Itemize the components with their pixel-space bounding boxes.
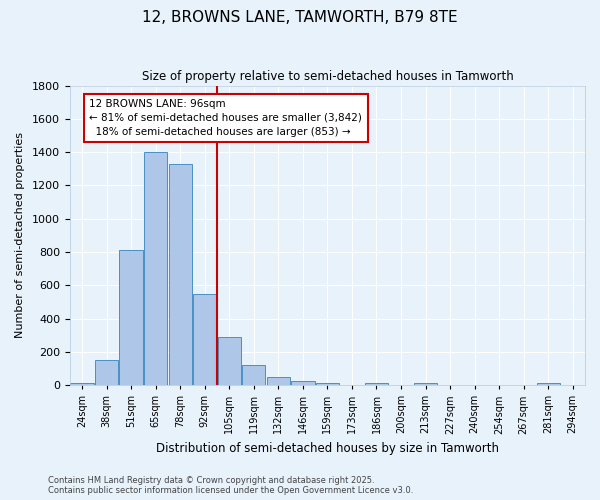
Bar bbox=[193, 294, 217, 385]
Bar bbox=[70, 384, 94, 385]
Bar bbox=[316, 382, 339, 385]
Bar bbox=[95, 360, 118, 385]
Bar bbox=[119, 250, 143, 385]
Text: 12 BROWNS LANE: 96sqm
← 81% of semi-detached houses are smaller (3,842)
  18% of: 12 BROWNS LANE: 96sqm ← 81% of semi-deta… bbox=[89, 99, 362, 137]
Text: Contains HM Land Registry data © Crown copyright and database right 2025.
Contai: Contains HM Land Registry data © Crown c… bbox=[48, 476, 413, 495]
Bar bbox=[144, 152, 167, 385]
Bar bbox=[365, 384, 388, 385]
Bar bbox=[242, 365, 265, 385]
X-axis label: Distribution of semi-detached houses by size in Tamworth: Distribution of semi-detached houses by … bbox=[156, 442, 499, 455]
Bar bbox=[218, 337, 241, 385]
Bar bbox=[536, 384, 560, 385]
Bar bbox=[169, 164, 192, 385]
Bar bbox=[291, 381, 314, 385]
Bar bbox=[266, 377, 290, 385]
Bar bbox=[414, 384, 437, 385]
Text: 12, BROWNS LANE, TAMWORTH, B79 8TE: 12, BROWNS LANE, TAMWORTH, B79 8TE bbox=[142, 10, 458, 25]
Title: Size of property relative to semi-detached houses in Tamworth: Size of property relative to semi-detach… bbox=[142, 70, 513, 83]
Y-axis label: Number of semi-detached properties: Number of semi-detached properties bbox=[15, 132, 25, 338]
